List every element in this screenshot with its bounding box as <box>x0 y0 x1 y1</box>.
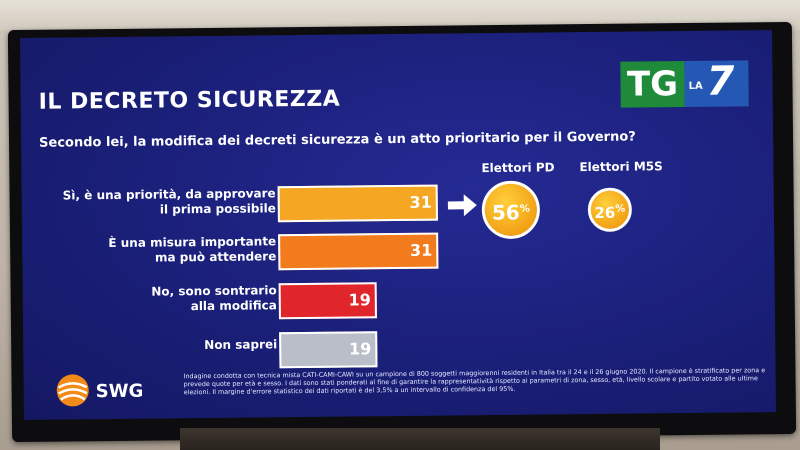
logo-7-text: 7 <box>706 58 735 105</box>
tv-screen: IL DECRETO SICUREZZA TG LA 7 Secondo lei… <box>20 30 776 420</box>
callout-header-m5s: Elettori M5S <box>579 159 663 175</box>
category-label-3: Non saprei <box>37 337 277 355</box>
tv-stand <box>180 428 660 450</box>
bar-value-2: 19 <box>348 290 371 310</box>
arrow-right-icon <box>447 194 477 217</box>
callout-circle-m5s: 26% <box>587 187 633 233</box>
logo-la7-box: LA 7 <box>684 58 749 107</box>
bar-value-1: 31 <box>409 240 433 260</box>
callout-circle-pd: 56% <box>481 180 541 240</box>
callout-unit-m5s: % <box>615 203 626 215</box>
category-label-1-line2: ma può attendere <box>154 249 277 265</box>
category-label-2: No, sono sontrario alla modifica <box>37 283 277 316</box>
category-label-0-line2: il prima possibile <box>159 201 276 217</box>
callout-value-pd: 56 <box>491 200 520 225</box>
category-label-0: Sì, è una priorità, da approvare il prim… <box>36 186 276 219</box>
logo-tg-text: TG <box>620 60 685 108</box>
chart-title: IL DECRETO SICUREZZA <box>38 86 341 115</box>
swg-globe-icon <box>56 374 89 407</box>
logo-la-text: LA <box>688 80 703 92</box>
bar-value-0: 31 <box>409 192 432 212</box>
tg-la7-logo: TG LA 7 <box>620 58 749 108</box>
chart-subtitle: Secondo lei, la modifica dei decreti sic… <box>39 129 636 151</box>
category-label-2-line2: alla modifica <box>190 298 277 314</box>
methodology-footnote: Indagine condotta con tecnica mista CATI… <box>183 366 766 397</box>
callout-value-m5s: 26 <box>594 203 616 222</box>
callout-header-pd: Elettori PD <box>481 160 555 176</box>
bar-value-3: 19 <box>348 339 372 359</box>
category-label-1: È una misura importante ma può attendere <box>36 234 276 267</box>
callout-unit-pd: % <box>519 203 530 215</box>
swg-logo-text: SWG <box>95 380 144 403</box>
category-label-3-line1: Non saprei <box>204 337 278 353</box>
